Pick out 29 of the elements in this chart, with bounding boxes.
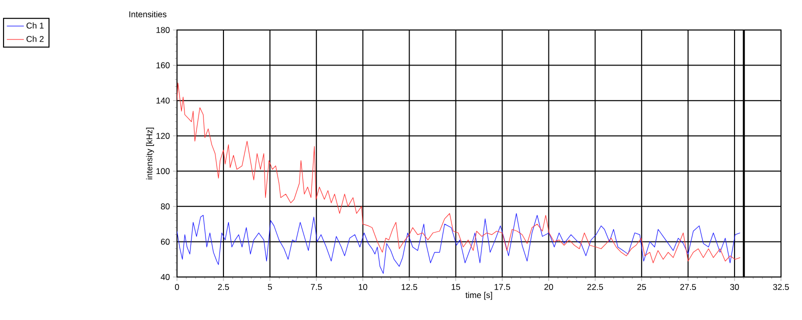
x-tick-label: 25	[637, 284, 646, 290]
y-tick-label: 100	[156, 168, 170, 174]
y-tick-label: 40	[160, 274, 170, 280]
x-tick-label: 32.5	[773, 284, 789, 290]
x-tick-label: 27.5	[680, 284, 696, 290]
x-tick-label: 0	[174, 284, 180, 290]
x-tick-label: 30	[730, 284, 739, 290]
x-tick-label: 20	[544, 284, 554, 290]
line-series	[177, 82, 740, 264]
x-tick-label: 22.5	[587, 284, 604, 290]
x-axis-title: time [s]	[465, 292, 492, 300]
x-tick-label: 12.5	[402, 284, 418, 290]
legend-label: Ch 1	[26, 22, 44, 29]
y-tick-label: 160	[156, 62, 170, 68]
x-tick-label: 17.5	[494, 284, 510, 290]
y-tick-label: 180	[156, 27, 170, 33]
y-tick-label: 120	[156, 132, 170, 139]
y-tick-label: 140	[156, 98, 170, 104]
x-tick-label: 2.5	[218, 284, 229, 290]
legend-label: Ch 2	[26, 36, 44, 42]
x-tick-label: 15	[452, 284, 460, 290]
x-tick-label: 10	[358, 284, 368, 290]
x-tick-label: 5	[268, 284, 272, 290]
y-axis-title: intensity [kHz]	[146, 128, 154, 180]
chart-title: Intensities	[129, 11, 166, 18]
y-tick-label: 60	[160, 238, 170, 245]
line-series	[177, 213, 740, 274]
x-tick-label: 7.5	[310, 284, 322, 290]
y-tick-label: 80	[160, 203, 170, 210]
